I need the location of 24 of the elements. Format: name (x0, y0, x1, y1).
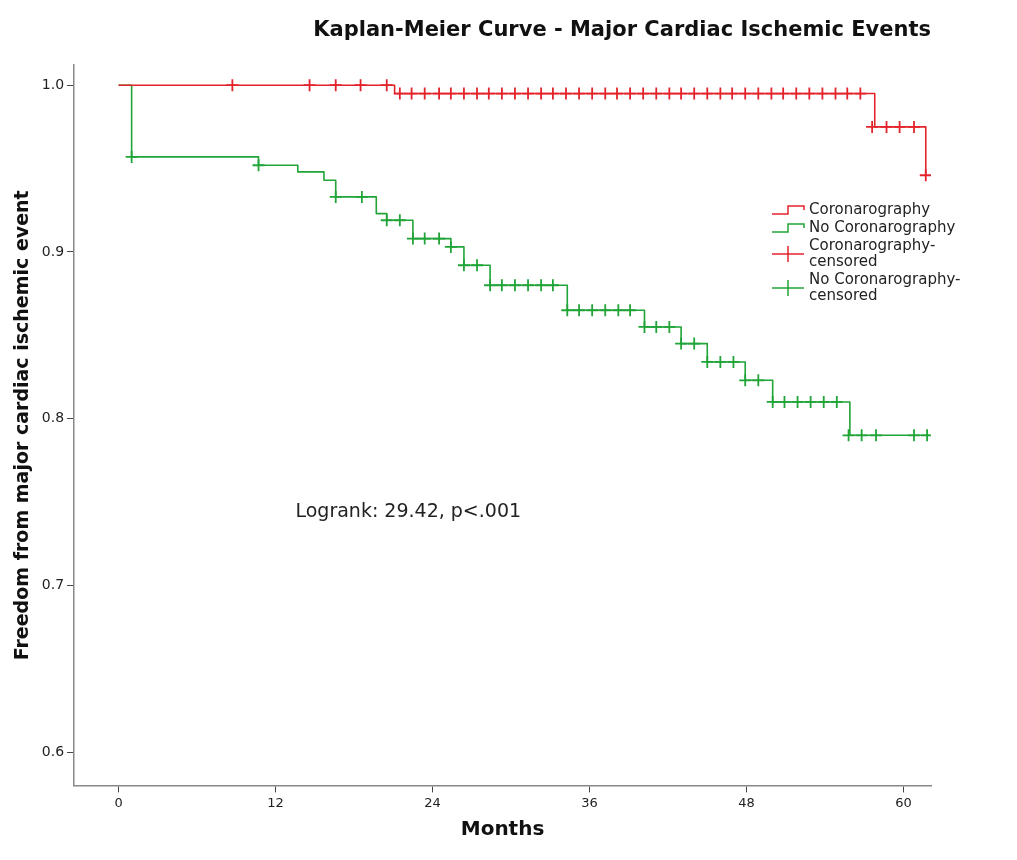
x-axis-title: Months (460, 816, 545, 841)
point (869, 428, 883, 443)
y-tick-label: 0.8 (41, 409, 65, 426)
y-tick-label: 1.0 (41, 75, 65, 92)
point (841, 428, 856, 443)
x-tick-label: 0 (114, 794, 123, 810)
y-tick-label: 0.7 (41, 575, 65, 592)
annotation: Logrank: 29.42, p<.001 (295, 498, 522, 521)
legend-label: Coronarography-censored (809, 235, 936, 270)
y-tick-label: 0.9 (41, 242, 65, 259)
y-tick-label: 0.6 (41, 742, 65, 759)
x-tick-label: 60 (895, 794, 912, 810)
chart-title: Kaplan-Meier Curve - Major Cardiac Ischemic Events (313, 17, 931, 42)
legend-label: Coronarography (809, 199, 931, 218)
point (687, 336, 702, 351)
x-tick-label: 24 (424, 794, 441, 810)
x-tick-label: 12 (267, 794, 284, 810)
x-tick-label: 36 (581, 794, 598, 810)
point (854, 428, 869, 443)
y-axis-title: Freedom from major cardiac ischemic event (10, 190, 33, 661)
legend-label: No Coronarography-censored (809, 269, 961, 304)
legend-label: No Coronarography (809, 217, 956, 236)
point (907, 428, 921, 443)
x-tick-label: 48 (738, 794, 755, 810)
